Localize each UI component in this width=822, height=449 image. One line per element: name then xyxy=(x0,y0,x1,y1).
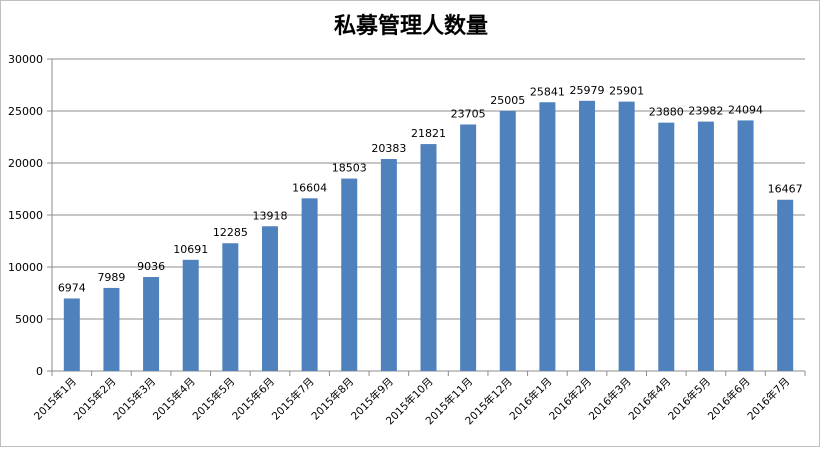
y-tick-label: 10000 xyxy=(8,261,43,274)
y-tick-label: 20000 xyxy=(8,157,43,170)
x-tick-label: 2016年7月 xyxy=(745,375,793,423)
data-label: 7989 xyxy=(97,271,125,284)
data-label: 25005 xyxy=(490,94,525,107)
bar xyxy=(63,298,80,371)
data-label: 23982 xyxy=(688,105,723,118)
x-tick-labels: 2015年1月2015年2月2015年3月2015年4月2015年5月2015年… xyxy=(31,375,792,427)
bar xyxy=(143,277,160,371)
data-label: 12285 xyxy=(213,226,248,239)
data-label: 23705 xyxy=(451,107,486,120)
data-labels: 6974 7989 9036 10691 12285 13918 16604 18503 203… xyxy=(58,84,803,295)
data-label: 25979 xyxy=(570,84,605,97)
data-label: 10691 xyxy=(173,243,208,256)
bar xyxy=(301,198,318,371)
data-label: 24094 xyxy=(728,103,763,116)
y-tick-label: 30000 xyxy=(8,53,43,66)
chart-title: 私募管理人数量 xyxy=(333,14,488,39)
bar xyxy=(261,226,278,371)
bar xyxy=(777,199,794,371)
bar xyxy=(658,122,675,371)
data-label: 23880 xyxy=(649,106,684,119)
data-label: 13918 xyxy=(252,209,287,222)
data-label: 16467 xyxy=(768,183,803,196)
y-tick-labels: 0 5000 10000 15000 20000 25000 30000 xyxy=(8,53,43,378)
y-tick-label: 0 xyxy=(36,365,43,378)
bar xyxy=(539,102,556,371)
bar xyxy=(499,110,516,371)
bar xyxy=(103,287,120,371)
bar xyxy=(460,124,477,371)
bar xyxy=(341,178,358,371)
data-label: 6974 xyxy=(58,281,86,294)
data-label: 25901 xyxy=(609,85,644,98)
bar xyxy=(697,121,714,372)
bar xyxy=(420,144,437,371)
bar xyxy=(222,243,239,371)
data-label: 21821 xyxy=(411,127,446,140)
y-tick-label: 25000 xyxy=(8,105,43,118)
bar xyxy=(182,259,199,371)
y-tick-label: 5000 xyxy=(15,313,43,326)
data-label: 16604 xyxy=(292,181,327,194)
data-label: 25841 xyxy=(530,85,565,98)
data-label: 20383 xyxy=(371,142,406,155)
y-tick-label: 15000 xyxy=(8,209,43,222)
bar xyxy=(737,120,754,372)
bar xyxy=(579,100,596,372)
data-label: 9036 xyxy=(137,260,165,273)
axes xyxy=(47,58,806,376)
bars xyxy=(63,100,794,372)
bar xyxy=(618,101,635,371)
data-label: 18503 xyxy=(332,162,367,175)
bar xyxy=(380,159,397,371)
